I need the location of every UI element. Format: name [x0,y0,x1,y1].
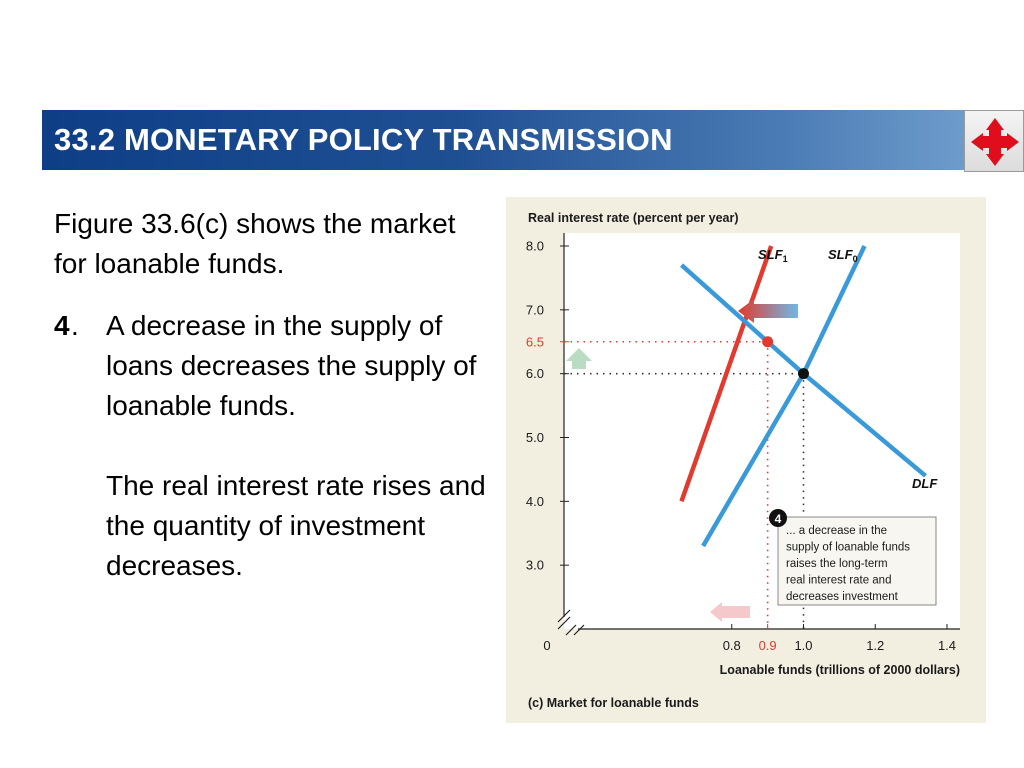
navigation-button[interactable] [964,110,1024,172]
annotation-line: real interest rate and [786,575,891,587]
intro-text: Figure 33.6(c) shows the market for loan… [54,208,456,279]
curve-slf1 [679,245,774,503]
slide-body: Figure 33.6(c) shows the market for loan… [54,204,494,586]
chart-svg: Real interest rate (percent per year) Lo… [526,211,960,710]
y-tick-label: 5.0 [526,430,544,445]
supply-shift-arrow [738,299,798,323]
highlight-y-tick-label: 6.5 [526,334,544,349]
equilibrium-point [762,336,774,348]
y-tick-label: 6.0 [526,366,544,381]
y-axis-break [557,609,571,630]
curve-label-dlf: DLF [912,476,938,491]
highlight-x-tick-label: 0.9 [759,638,777,653]
item-text: A decrease in the supply of loans decrea… [106,310,477,421]
x-axis-break [565,624,585,636]
y-tick-label: 7.0 [526,302,544,317]
annotation-line: decreases investment [786,591,899,603]
numbered-item: 4 . A decrease in the supply of loans de… [54,306,494,586]
chart-caption: (c) Market for loanable funds [528,696,699,710]
quantity-left-arrow [710,602,750,622]
origin-label: 0 [543,638,550,653]
item-followup-text: The real interest rate rises and the qua… [106,470,486,581]
loanable-funds-chart: Real interest rate (percent per year) Lo… [506,197,986,723]
step-badge [769,509,787,527]
curve-label-slf1: SLF1 [758,247,788,264]
y-tick-label: 8.0 [526,239,544,254]
x-axis-label: Loanable funds (trillions of 2000 dollar… [720,663,960,677]
curve-label-slf0: SLF0 [828,247,858,264]
title-bar: 33.2 MONETARY POLICY TRANSMISSION [42,110,964,170]
chart-layer: 8.0 7.0 6.0 5.0 4.0 3.0 0.8 1.0 1.2 1.4 6.5 0.9 SLF1… [526,233,960,653]
annotation-line: ... a decrease in the [786,525,887,537]
annotation-box [777,516,937,606]
x-tick-label: 1.2 [866,638,884,653]
annotation-line: supply of loanable funds [786,542,910,554]
step-badge-number: 4 [775,512,782,526]
four-way-arrow-icon [971,118,1019,166]
equilibrium-point [798,368,809,380]
x-tick-label: 1.0 [794,638,812,653]
slide-title: 33.2 MONETARY POLICY TRANSMISSION [54,122,673,157]
x-tick-label: 0.8 [723,638,741,653]
item-number: 4 [54,310,70,341]
y-tick-label: 4.0 [526,494,544,509]
rate-up-arrow [566,348,592,369]
x-tick-label: 1.4 [938,638,956,653]
y-axis-label: Real interest rate (percent per year) [528,211,739,225]
item-number-punct: . [71,310,79,341]
annotation-line: raises the long-term [786,558,888,570]
y-tick-label: 3.0 [526,558,544,573]
